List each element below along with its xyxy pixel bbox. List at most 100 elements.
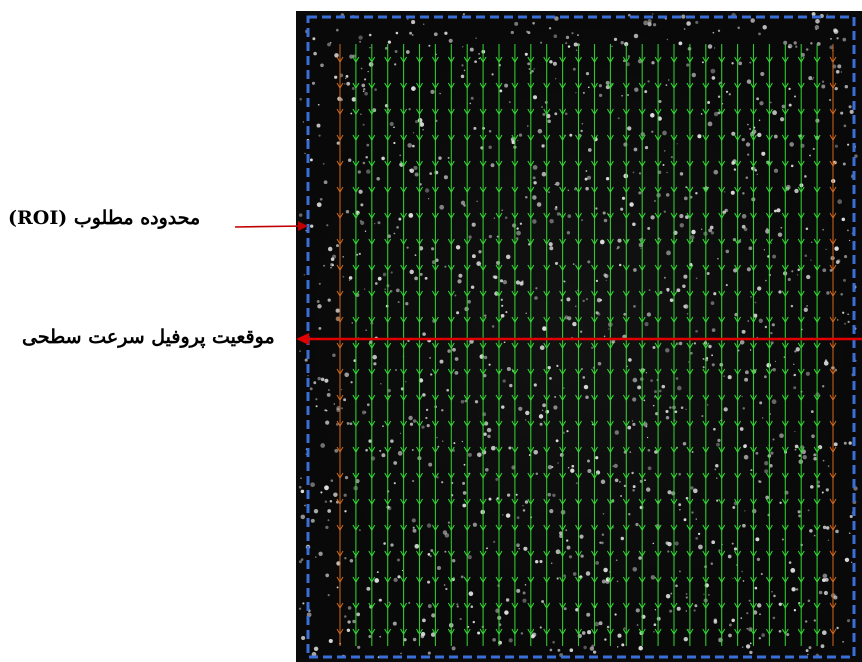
vector-arrowhead	[654, 628, 662, 635]
vector-arrowhead	[527, 524, 535, 531]
tracer-particle	[710, 562, 714, 565]
tracer-particle	[488, 129, 492, 133]
tracer-particle	[563, 387, 565, 389]
tracer-particle	[460, 575, 464, 579]
vector-arrowhead	[559, 264, 567, 271]
vector-arrowhead	[750, 238, 757, 245]
tracer-particle	[476, 200, 478, 203]
vector-arrowhead	[638, 524, 646, 531]
tracer-particle	[717, 257, 719, 260]
tracer-particle	[556, 577, 559, 580]
vector-arrowhead	[638, 472, 646, 479]
tracer-particle	[368, 634, 372, 639]
tracer-particle	[331, 263, 335, 267]
vector-arrowhead	[622, 550, 630, 557]
tracer-particle	[739, 427, 744, 431]
tracer-particle	[327, 42, 331, 47]
tracer-particle	[452, 559, 456, 563]
tracer-particle	[310, 518, 315, 523]
tracer-particle	[580, 129, 583, 133]
vector-arrowhead	[336, 394, 344, 401]
tracer-particle	[823, 360, 829, 366]
vector-arrowhead	[495, 420, 503, 427]
tracer-particle	[429, 172, 433, 175]
tracer-particle	[626, 93, 630, 97]
vector-arrowhead	[606, 368, 614, 375]
vector-arrowhead	[416, 602, 423, 609]
tracer-particle	[357, 170, 361, 174]
tracer-particle	[373, 362, 377, 366]
vector-arrowhead	[718, 472, 726, 479]
tracer-particle	[758, 119, 761, 121]
tracer-particle	[679, 509, 681, 511]
tracer-particle	[422, 128, 424, 131]
tracer-particle	[760, 572, 763, 576]
tracer-particle	[611, 45, 613, 48]
tracer-particle	[412, 528, 417, 533]
tracer-particle	[814, 25, 820, 30]
tracer-particle	[822, 268, 827, 273]
vector-arrowhead	[447, 394, 455, 401]
vector-arrowhead	[479, 446, 487, 453]
tracer-particle	[318, 282, 321, 285]
vector-arrowhead	[797, 394, 805, 401]
vector-arrowhead	[352, 550, 360, 557]
vector-arrowhead	[813, 56, 821, 63]
vector-arrowhead	[447, 108, 455, 115]
tracer-particle	[502, 379, 506, 383]
vector-arrowhead	[670, 550, 678, 557]
tracer-particle	[802, 454, 807, 460]
tracer-particle	[488, 234, 493, 239]
vector-arrowhead	[622, 472, 630, 479]
tracer-particle	[644, 479, 646, 482]
tracer-particle	[778, 629, 782, 633]
vector-arrowhead	[813, 316, 821, 323]
tracer-particle	[484, 467, 489, 472]
tracer-particle	[487, 434, 491, 439]
vector-arrowhead	[718, 108, 726, 115]
tracer-particle	[822, 525, 827, 530]
tracer-particle	[748, 246, 753, 251]
vector-arrowhead	[781, 316, 789, 323]
tracer-particle	[590, 346, 594, 350]
vector-arrowhead	[431, 576, 439, 583]
tracer-particle	[340, 388, 343, 391]
vector-arrowhead	[352, 316, 360, 323]
tracer-particle	[601, 533, 605, 536]
tracer-particle	[674, 410, 678, 414]
tracer-particle	[350, 381, 353, 384]
vector-arrowhead	[384, 264, 392, 271]
vector-arrowhead	[463, 82, 471, 89]
vector-arrowhead	[463, 342, 471, 349]
tracer-particle	[334, 53, 339, 58]
tracer-particle	[602, 211, 606, 215]
vector-arrowhead	[495, 82, 503, 89]
vector-arrowhead	[527, 446, 535, 453]
tracer-particle	[311, 81, 316, 85]
tracer-particle	[800, 52, 805, 57]
tracer-particle	[496, 497, 499, 500]
tracer-particle	[345, 77, 347, 80]
tracer-particle	[451, 646, 456, 651]
vector-arrowhead	[750, 368, 757, 375]
tracer-particle	[547, 365, 551, 370]
tracer-particle	[577, 34, 579, 36]
tracer-particle	[565, 529, 568, 532]
vector-arrowhead	[781, 56, 789, 63]
tracer-particle	[833, 29, 839, 34]
vector-arrowhead	[765, 420, 773, 427]
vector-arrowhead	[575, 134, 582, 141]
tracer-particle	[678, 41, 683, 46]
tracer-particle	[345, 209, 350, 214]
tracer-particle	[516, 516, 520, 520]
tracer-particle	[739, 340, 745, 345]
tracer-particle	[387, 40, 392, 44]
tracer-particle	[788, 103, 792, 107]
tracer-particle	[356, 253, 359, 256]
vector-arrowhead	[606, 472, 614, 479]
vector-arrowhead	[511, 290, 519, 297]
vector-arrowhead	[352, 498, 360, 505]
tracer-particle	[765, 228, 770, 234]
tracer-particle	[697, 532, 701, 536]
tracer-particle	[381, 453, 386, 458]
